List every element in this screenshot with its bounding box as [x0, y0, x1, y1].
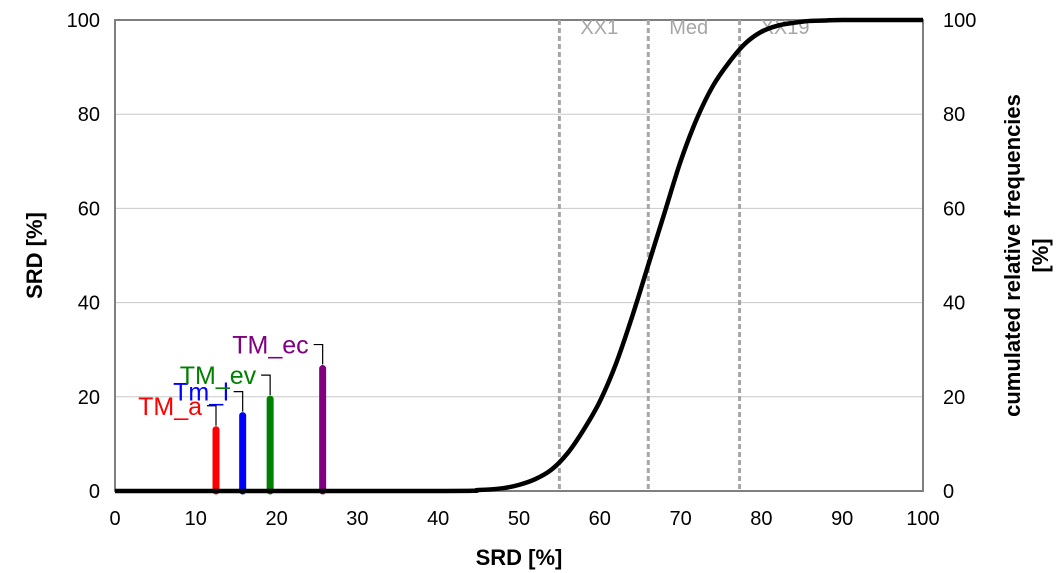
- x-axis-title: SRD [%]: [476, 545, 563, 570]
- x-tick-label: 60: [589, 508, 611, 530]
- right-y-axis-title-line: [%]: [1028, 238, 1053, 272]
- threshold-label: TM_a: [138, 393, 202, 421]
- right-y-tick-label: 40: [943, 293, 965, 315]
- x-tick-label: 0: [109, 508, 120, 530]
- right-y-axis-title: cumulated relative frequencies [%]: [1000, 94, 1053, 417]
- threshold-leader: [261, 374, 271, 396]
- threshold-label: TM_ec: [232, 332, 308, 360]
- left-y-tick-label: 60: [78, 198, 100, 220]
- gridlines: [115, 19, 923, 492]
- percentile-label: XX1: [580, 17, 618, 39]
- x-tick-label: 100: [906, 508, 939, 530]
- threshold-label: TM_ev: [180, 362, 257, 390]
- cumulative-curve: [114, 17, 923, 494]
- x-tick-label: 80: [750, 508, 772, 530]
- threshold-label: Tm_l: [173, 379, 229, 407]
- x-tick-label: 10: [185, 508, 207, 530]
- threshold-leader: [233, 391, 244, 412]
- axis-ticks: 0 10 20 30 40 50 60 70 80 90 100020406080100020406…: [67, 10, 977, 530]
- x-tick-label: 50: [508, 508, 530, 530]
- threshold-leader: [207, 405, 217, 426]
- right-y-tick-label: 0: [943, 481, 954, 503]
- x-tick-label: 70: [669, 508, 691, 530]
- right-y-tick-label: 80: [943, 104, 965, 126]
- left-y-tick-label: 40: [78, 293, 100, 315]
- percentile-lines: XX1 Med XX19: [557, 17, 810, 491]
- plot-frame: [114, 19, 924, 492]
- right-y-axis-title-line: cumulated relative frequencies: [1000, 94, 1025, 417]
- x-tick-label: 20: [265, 508, 287, 530]
- percentile-label: Med: [669, 17, 708, 39]
- x-tick-label: 30: [346, 508, 368, 530]
- left-y-tick-label: 20: [78, 387, 100, 409]
- left-y-tick-label: 100: [67, 10, 100, 32]
- right-y-tick-label: 60: [943, 198, 965, 220]
- x-tick-label: 90: [831, 508, 853, 530]
- right-y-tick-label: 100: [943, 10, 976, 32]
- left-y-axis-title: SRD [%]: [22, 212, 47, 299]
- left-y-tick-label: 0: [89, 481, 100, 503]
- right-y-tick-label: 20: [943, 387, 965, 409]
- x-tick-label: 40: [427, 508, 449, 530]
- left-y-tick-label: 80: [78, 104, 100, 126]
- threshold-leader: [313, 343, 324, 365]
